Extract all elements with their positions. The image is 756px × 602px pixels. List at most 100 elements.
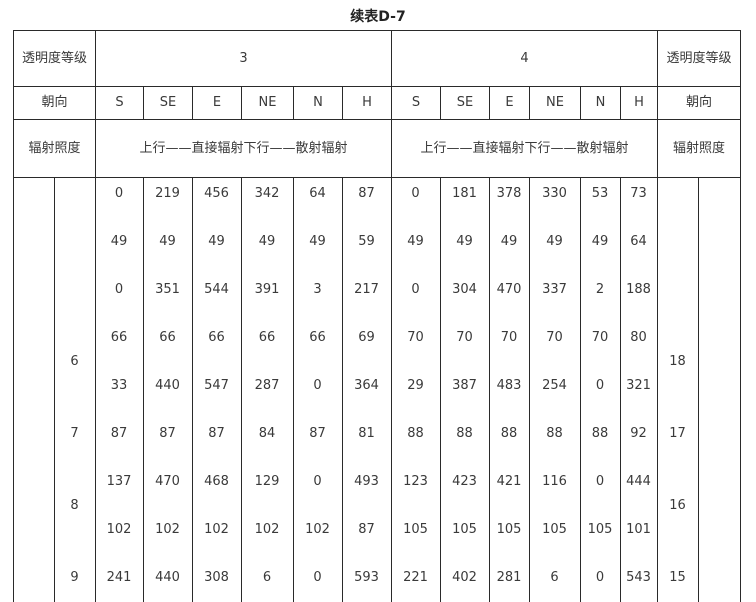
table-cell: 102 bbox=[254, 522, 280, 537]
table-cell: 0 bbox=[313, 378, 322, 393]
hour-label-morning: 7 bbox=[70, 426, 79, 441]
column-divider bbox=[489, 177, 490, 602]
note-diffuse: 下行——散射辐射 bbox=[243, 140, 348, 156]
table-cell: 49 bbox=[208, 234, 225, 249]
table-cell: 116 bbox=[542, 474, 567, 489]
table-cell: 49 bbox=[110, 234, 128, 249]
table-cell: 70 bbox=[500, 330, 518, 345]
table-cell: 304 bbox=[452, 282, 477, 297]
table-cell: 49 bbox=[309, 234, 326, 249]
table-cell: 49 bbox=[546, 234, 563, 249]
orientation-n: N bbox=[580, 86, 621, 120]
table-cell: 69 bbox=[358, 330, 375, 345]
table-cell: 0 bbox=[411, 282, 420, 297]
table-cell: 378 bbox=[496, 186, 522, 201]
table-cell: 217 bbox=[354, 282, 379, 297]
table-cell: 87 bbox=[159, 426, 176, 441]
level-3-header: 3 bbox=[95, 30, 392, 87]
column-divider bbox=[580, 177, 581, 602]
table-cell: 59 bbox=[358, 234, 375, 249]
table-title: 续表D-7 bbox=[350, 9, 406, 25]
table-cell: 70 bbox=[407, 330, 424, 345]
orientation-h: H bbox=[342, 86, 392, 120]
level-label-line1: 透明度 bbox=[21, 50, 61, 66]
table-cell: 70 bbox=[456, 330, 473, 345]
hour-label-morning: 9 bbox=[70, 570, 79, 585]
table-cell: 468 bbox=[204, 474, 229, 489]
table-cell: 88 bbox=[456, 426, 473, 441]
table-cell: 33 bbox=[110, 378, 128, 393]
table-cell: 64 bbox=[309, 186, 326, 201]
column-divider bbox=[241, 177, 242, 602]
table-cell: 49 bbox=[407, 234, 424, 249]
table-cell: 221 bbox=[403, 570, 428, 585]
table-cell: 84 bbox=[258, 426, 276, 441]
table-cell: 66 bbox=[110, 330, 128, 345]
hour-label-afternoon: 16 bbox=[669, 498, 686, 513]
column-divider bbox=[740, 177, 741, 602]
table-cell: 364 bbox=[354, 378, 379, 393]
column-divider bbox=[620, 177, 621, 602]
table-cell: 281 bbox=[496, 570, 522, 585]
table-cell: 88 bbox=[407, 426, 424, 441]
table-cell: 49 bbox=[500, 234, 518, 249]
orientation-e: E bbox=[192, 86, 242, 120]
table-cell: 102 bbox=[155, 522, 180, 537]
irradiance-label-left: 辐射 照度 bbox=[13, 119, 96, 178]
table-cell: 87 bbox=[208, 426, 225, 441]
table-cell: 49 bbox=[159, 234, 176, 249]
table-cell: 0 bbox=[313, 570, 322, 585]
table-cell: 80 bbox=[630, 330, 647, 345]
table-cell: 87 bbox=[358, 186, 375, 201]
table-cell: 105 bbox=[496, 522, 522, 537]
orientation-ne: NE bbox=[529, 86, 581, 120]
table-cell: 337 bbox=[542, 282, 567, 297]
table-cell: 87 bbox=[110, 426, 128, 441]
irradiance-label-line1: 辐射 bbox=[28, 140, 55, 156]
table-cell: 593 bbox=[354, 570, 379, 585]
level-4-header: 4 bbox=[391, 30, 658, 87]
table-cell: 102 bbox=[305, 522, 330, 537]
column-divider bbox=[529, 177, 530, 602]
table-cell: 87 bbox=[309, 426, 326, 441]
table-cell: 387 bbox=[452, 378, 477, 393]
table-cell: 88 bbox=[500, 426, 518, 441]
hour-label-morning: 6 bbox=[70, 354, 79, 369]
table-cell: 88 bbox=[546, 426, 563, 441]
table-cell: 444 bbox=[626, 474, 651, 489]
table-cell: 547 bbox=[204, 378, 229, 393]
table-cell: 470 bbox=[496, 282, 522, 297]
table-cell: 49 bbox=[456, 234, 473, 249]
irradiance-label-line2: 照度 bbox=[699, 140, 726, 156]
column-divider bbox=[657, 177, 658, 602]
column-divider bbox=[391, 177, 392, 602]
irradiance-label-line2: 照度 bbox=[54, 140, 81, 156]
table-cell: 254 bbox=[542, 378, 567, 393]
table-cell: 0 bbox=[595, 474, 605, 489]
orientation-label-right: 朝向 bbox=[657, 86, 741, 120]
table-cell: 101 bbox=[626, 522, 651, 537]
table-cell: 0 bbox=[595, 378, 605, 393]
column-divider bbox=[342, 177, 343, 602]
orientation-label-left: 朝向 bbox=[13, 86, 96, 120]
table-cell: 92 bbox=[630, 426, 647, 441]
hour-label-morning: 8 bbox=[70, 498, 79, 513]
table-cell: 308 bbox=[204, 570, 229, 585]
table-cell: 188 bbox=[626, 282, 651, 297]
table-cell: 70 bbox=[546, 330, 563, 345]
table-cell: 66 bbox=[208, 330, 225, 345]
column-divider bbox=[13, 177, 14, 602]
note-level-3: 上行——直接辐射 下行——散射辐射 bbox=[95, 119, 392, 178]
table-cell: 219 bbox=[155, 186, 180, 201]
orientation-se: SE bbox=[440, 86, 490, 120]
table-cell: 70 bbox=[591, 330, 609, 345]
level-label-line2: 等级 bbox=[705, 50, 732, 66]
table-cell: 88 bbox=[591, 426, 609, 441]
table-cell: 66 bbox=[309, 330, 326, 345]
table-cell: 440 bbox=[155, 378, 180, 393]
table-cell: 102 bbox=[204, 522, 229, 537]
hour-label-afternoon: 17 bbox=[669, 426, 686, 441]
table-cell: 105 bbox=[587, 522, 613, 537]
table-cell: 342 bbox=[254, 186, 280, 201]
table-cell: 29 bbox=[407, 378, 424, 393]
